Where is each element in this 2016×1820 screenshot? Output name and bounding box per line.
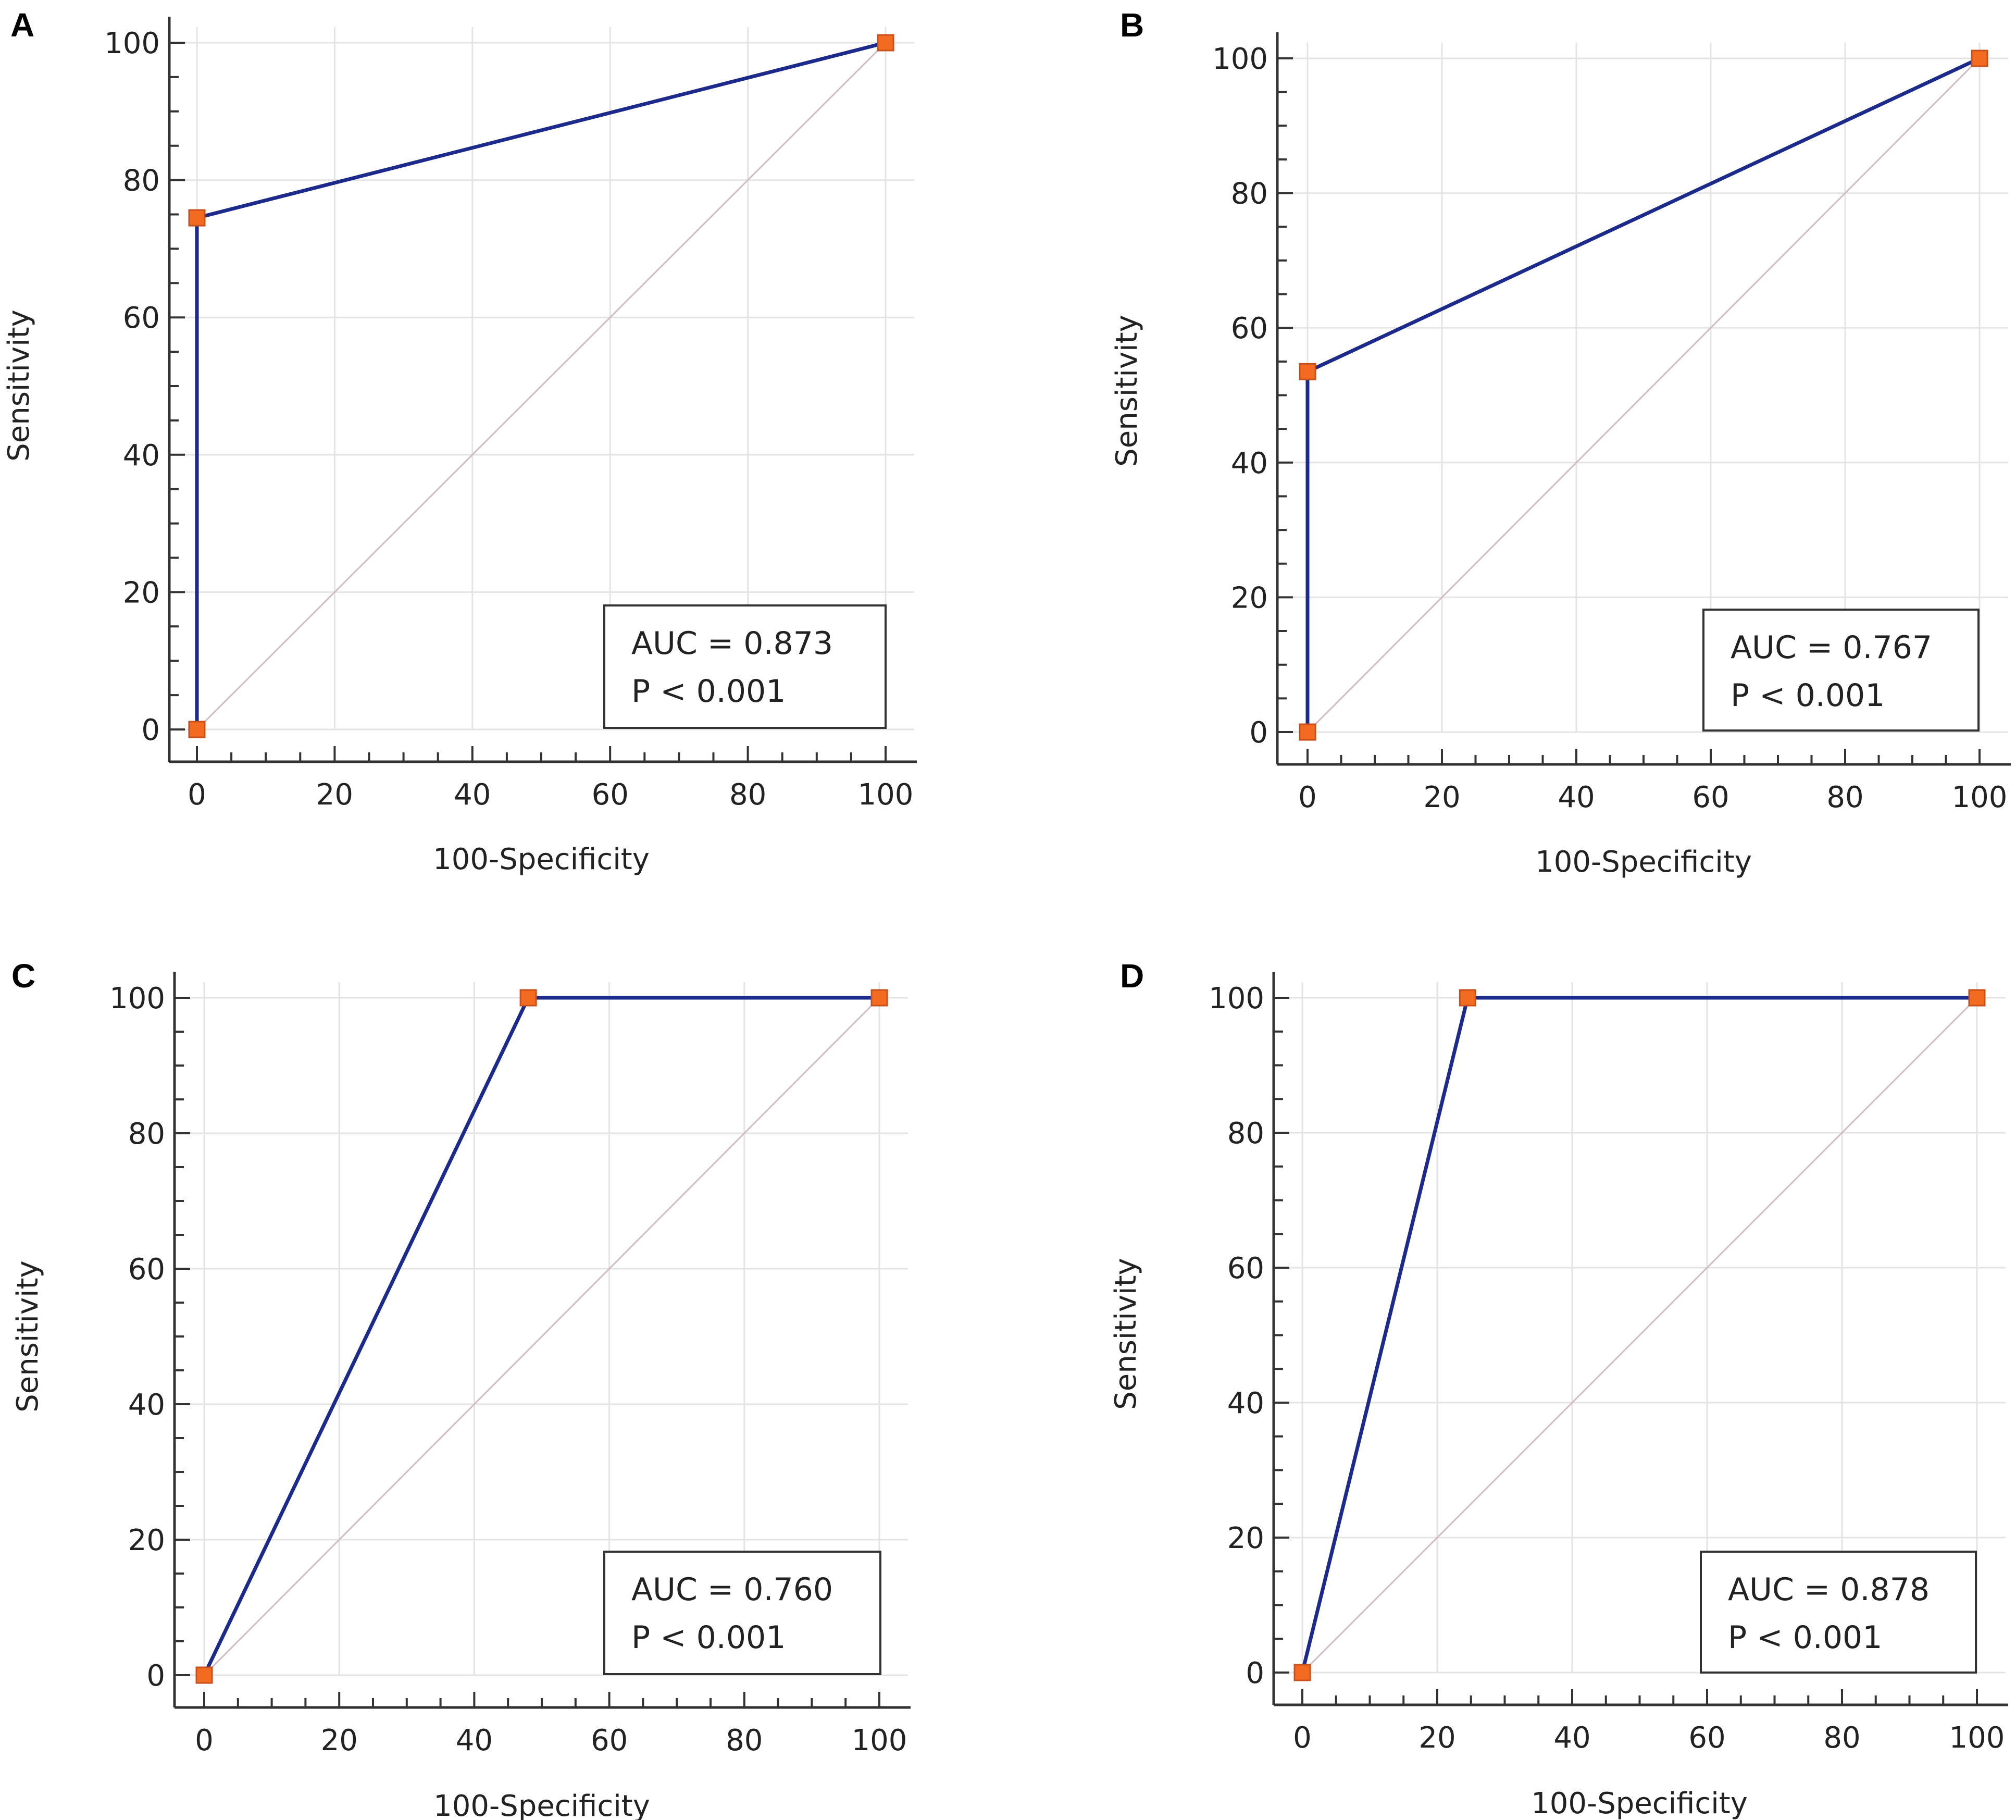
y-tick-label: 60 — [1231, 312, 1268, 345]
auc-value-label: AUC = 0.873 — [631, 625, 833, 662]
reference-diagonal-line — [1301, 997, 1978, 1674]
auc-value-label: AUC = 0.878 — [1728, 1571, 1930, 1608]
p-value-label: P < 0.001 — [631, 1619, 786, 1656]
x-tick-label: 60 — [592, 778, 629, 812]
y-tick-label: 60 — [123, 301, 160, 335]
chart-panel-b: B 0 20 40 60 80 100 0 20 40 60 80 100 100-Specificity… — [1110, 6, 2011, 879]
y-tick-label: 60 — [1227, 1252, 1264, 1285]
x-tick-label: 60 — [1688, 1721, 1725, 1755]
annotation-box — [1702, 609, 1980, 732]
y-tick-label: 80 — [128, 1117, 165, 1151]
y-tick-label: 40 — [1227, 1386, 1264, 1420]
roc-point-marker — [1459, 989, 1476, 1007]
x-tick-label: 80 — [729, 778, 766, 812]
x-tick-label: 100 — [852, 1724, 907, 1757]
roc-point-marker — [877, 34, 894, 52]
y-tick-label: 0 — [146, 1659, 165, 1693]
p-value-label: P < 0.001 — [1728, 1619, 1882, 1656]
y-tick-label: 40 — [1231, 447, 1268, 480]
y-tick-label: 20 — [128, 1524, 165, 1557]
reference-diagonal-line — [1306, 57, 1981, 733]
panel-letter: A — [10, 6, 34, 44]
y-tick-label: 60 — [128, 1253, 165, 1286]
chart-panel-a: A 0 20 40 60 80 100 0 20 40 60 80 100 100-Specificity… — [2, 6, 917, 876]
y-axis-title: Sensitivity — [2, 309, 36, 462]
x-tick-label: 80 — [1826, 781, 1863, 814]
y-tick-label: 100 — [104, 27, 160, 60]
reference-diagonal-line — [203, 997, 880, 1676]
x-tick-label: 100 — [1949, 1721, 2005, 1755]
y-tick-label: 100 — [109, 982, 165, 1016]
y-tick-label: 40 — [128, 1388, 165, 1422]
roc-point-marker — [1968, 989, 1986, 1007]
p-value-label: P < 0.001 — [1731, 677, 1885, 714]
roc-point-marker — [519, 989, 537, 1007]
y-axis-title: Sensitivity — [1109, 1258, 1143, 1410]
x-axis-title: 100-Specificity — [433, 843, 650, 876]
x-tick-label: 0 — [188, 778, 206, 812]
y-tick-label: 20 — [1231, 581, 1268, 615]
x-tick-label: 40 — [1558, 781, 1595, 814]
x-tick-label: 80 — [1823, 1721, 1860, 1755]
y-axis-title: Sensitivity — [1110, 315, 1144, 467]
chart-panel-c: C 0 20 40 60 80 100 0 20 40 60 80 100 100-Specificity… — [11, 957, 911, 1820]
y-tick-label: 100 — [1212, 42, 1268, 76]
roc-point-marker — [1293, 1664, 1311, 1681]
y-axis-title: Sensitivity — [11, 1260, 45, 1413]
roc-point-marker — [1971, 49, 1988, 67]
y-tick-label: 40 — [123, 439, 160, 473]
x-tick-label: 100 — [858, 778, 914, 812]
roc-point-marker — [195, 1666, 213, 1684]
roc-point-marker — [188, 209, 206, 227]
auc-value-label: AUC = 0.760 — [631, 1571, 833, 1608]
y-tick-label: 20 — [1227, 1521, 1264, 1555]
roc-point-marker — [870, 989, 888, 1007]
x-tick-label: 60 — [591, 1724, 628, 1757]
p-value-label: P < 0.001 — [631, 673, 786, 710]
x-tick-label: 40 — [456, 1724, 493, 1757]
x-tick-label: 20 — [1423, 781, 1460, 814]
x-tick-label: 40 — [454, 778, 491, 812]
annotation-box — [603, 604, 887, 729]
y-tick-label: 100 — [1209, 982, 1264, 1016]
x-axis-title: 100-Specificity — [1531, 1787, 1748, 1820]
reference-diagonal-line — [196, 42, 887, 731]
chart-panel-d: D 0 20 40 60 80 100 0 20 40 60 80 100 100-Specificity… — [1109, 957, 2008, 1820]
y-tick-label: 80 — [1231, 177, 1268, 211]
y-tick-label: 80 — [1227, 1117, 1264, 1150]
x-tick-label: 20 — [1418, 1721, 1455, 1755]
x-tick-label: 0 — [195, 1724, 214, 1757]
panel-letter: B — [1120, 6, 1144, 44]
y-tick-label: 80 — [123, 164, 160, 198]
x-tick-label: 100 — [1952, 781, 2008, 814]
roc-point-marker — [1299, 723, 1316, 741]
x-tick-label: 0 — [1298, 781, 1317, 814]
y-tick-label: 0 — [1249, 716, 1268, 750]
x-tick-label: 0 — [1293, 1721, 1312, 1755]
x-tick-label: 20 — [316, 778, 353, 812]
roc-point-marker — [188, 721, 206, 738]
x-tick-label: 40 — [1553, 1721, 1590, 1755]
y-tick-label: 20 — [123, 576, 160, 610]
annotation-box — [1700, 1551, 1977, 1674]
y-tick-label: 0 — [1246, 1656, 1264, 1690]
panel-letter: D — [1120, 957, 1144, 995]
panel-letter: C — [11, 957, 35, 995]
x-tick-label: 60 — [1692, 781, 1729, 814]
x-tick-label: 20 — [321, 1724, 358, 1757]
x-tick-label: 80 — [726, 1724, 763, 1757]
x-axis-title: 100-Specificity — [1535, 845, 1752, 879]
annotation-box — [603, 1551, 881, 1675]
roc-point-marker — [1299, 363, 1316, 380]
y-tick-label: 0 — [141, 713, 160, 747]
auc-value-label: AUC = 0.767 — [1731, 629, 1932, 666]
x-axis-title: 100-Specificity — [433, 1789, 650, 1820]
